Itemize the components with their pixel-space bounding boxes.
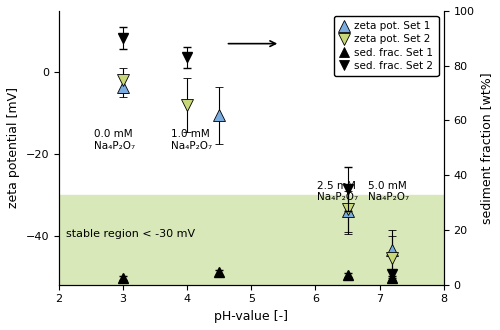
Text: 1.0 mM
Na₄P₂O₇: 1.0 mM Na₄P₂O₇ bbox=[171, 129, 212, 151]
Bar bbox=[58, 195, 444, 285]
Text: 2.5 mM
Na₄P₂O₇: 2.5 mM Na₄P₂O₇ bbox=[316, 181, 358, 202]
Text: 5.0 mM
Na₄P₂O₇: 5.0 mM Na₄P₂O₇ bbox=[368, 181, 409, 202]
Legend: zeta pot. Set 1, zeta pot. Set 2, sed. frac. Set 1, sed. frac. Set 2: zeta pot. Set 1, zeta pot. Set 2, sed. f… bbox=[334, 16, 438, 76]
Y-axis label: zeta potential [mV]: zeta potential [mV] bbox=[7, 87, 20, 208]
Text: stable region < -30 mV: stable region < -30 mV bbox=[66, 229, 196, 239]
Text: 0.0 mM
Na₄P₂O₇: 0.0 mM Na₄P₂O₇ bbox=[94, 129, 135, 151]
X-axis label: pH-value [-]: pH-value [-] bbox=[214, 310, 288, 323]
Y-axis label: sediment fraction [wt%]: sediment fraction [wt%] bbox=[480, 72, 493, 224]
